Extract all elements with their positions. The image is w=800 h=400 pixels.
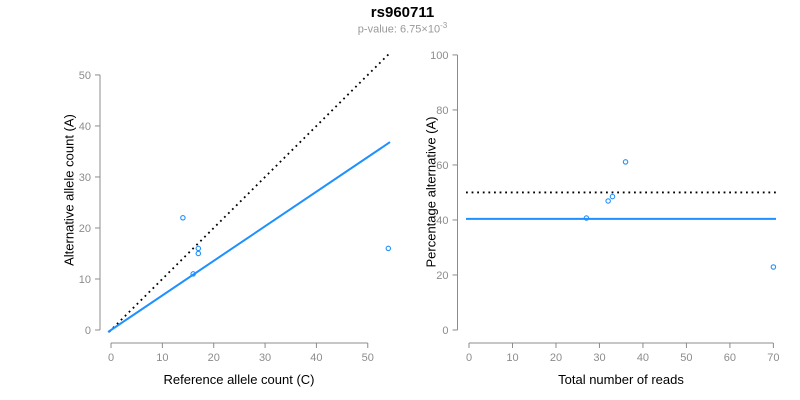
data-point	[770, 264, 777, 270]
y-axis-title-left: Alternative allele count (A)	[61, 114, 77, 266]
y-tick-label: 0	[85, 325, 91, 337]
y-tick-label: 30	[79, 172, 91, 184]
x-tick-label: 20	[208, 352, 220, 364]
x-tick-label: 40	[310, 352, 322, 364]
data-point	[385, 245, 392, 252]
pvalue-exponent: -3	[440, 21, 448, 30]
x-tick-label: 10	[506, 352, 518, 364]
y-tick-label: 40	[436, 215, 448, 227]
data-points	[180, 215, 392, 277]
y-tick-label: 20	[436, 270, 448, 282]
y-axis-title-right: Percentage alternative (A)	[423, 116, 439, 268]
y-axis: 0 20 40 60 80 100	[430, 50, 458, 337]
pvalue-text: p-value: 6.75×10	[357, 23, 441, 36]
x-tick-label: 50	[362, 352, 374, 364]
x-axis-title-right: Total number of reads	[558, 372, 684, 387]
x-axis-title-left: Reference allele count (C)	[163, 372, 315, 387]
data-point	[195, 250, 202, 257]
y-tick-label: 50	[79, 70, 91, 82]
data-point	[583, 215, 590, 221]
data-point	[190, 271, 196, 277]
fit-line	[107, 141, 391, 333]
x-tick-label: 50	[680, 352, 692, 364]
y-axis: 0 10 20 30 40 50	[79, 70, 101, 337]
x-tick-label: 30	[593, 352, 605, 364]
y-tick-label: 10	[79, 274, 91, 286]
left-scatter-plot: 0 10 20 30 40 50 0 10 20 30 40 50	[79, 52, 392, 364]
x-tick-label: 10	[156, 352, 168, 364]
y-tick-label: 80	[436, 105, 448, 117]
identity-line	[108, 52, 391, 333]
x-axis: 0 10 20 30 40 50 60 70	[466, 342, 780, 364]
x-tick-label: 60	[724, 352, 736, 364]
y-tick-label: 0	[442, 325, 448, 337]
x-tick-label: 30	[259, 352, 271, 364]
plot-title: rs960711	[370, 4, 435, 21]
data-point	[609, 193, 616, 200]
x-tick-label: 20	[550, 352, 562, 364]
x-tick-label: 0	[108, 352, 114, 364]
x-tick-label: 0	[466, 352, 472, 364]
y-tick-label: 40	[79, 121, 91, 133]
x-tick-label: 40	[637, 352, 649, 364]
data-point	[622, 159, 629, 165]
x-tick-label: 70	[767, 352, 779, 364]
y-tick-label: 60	[436, 160, 448, 172]
data-point	[180, 215, 186, 221]
y-tick-label: 100	[430, 50, 448, 62]
right-scatter-plot: 0 10 20 30 40 50 60 70 0 20 40 60 80 100	[430, 50, 779, 364]
plot-subtitle: p-value: 6.75×10-3	[0, 21, 800, 36]
data-points	[583, 159, 777, 270]
data-point	[195, 245, 202, 252]
x-axis: 0 10 20 30 40 50	[108, 342, 374, 364]
y-tick-label: 20	[79, 223, 91, 235]
data-point	[605, 198, 611, 204]
